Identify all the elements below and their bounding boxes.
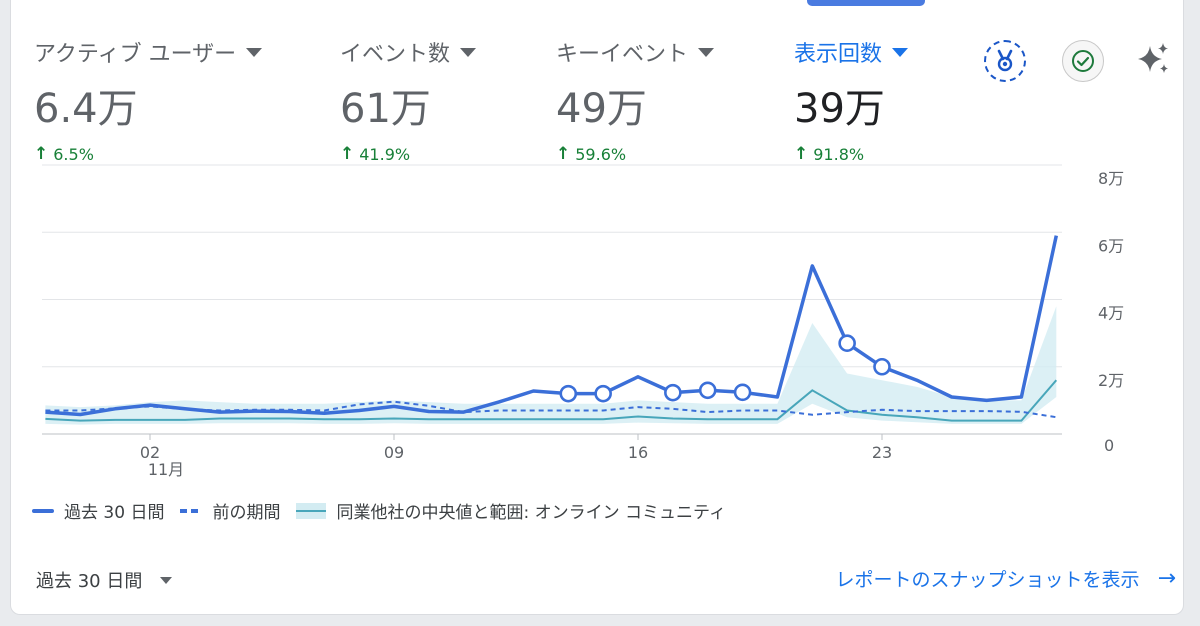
analytics-card <box>10 0 1184 615</box>
anomaly-marker[interactable] <box>664 383 682 402</box>
metric-tab-views[interactable]: 表示回数 39万 ↑ 91.8% <box>794 36 909 164</box>
arrow-up-icon: ↑ <box>34 144 49 164</box>
y-tick-label: 0 <box>1104 436 1114 455</box>
ribbon-badge-icon[interactable] <box>984 40 1026 82</box>
metric-value: 39万 <box>794 86 885 132</box>
metric-value: 6.4万 <box>34 86 138 132</box>
sparkle-icon[interactable] <box>1132 38 1174 80</box>
previous-period-line <box>45 400 1057 419</box>
metric-change: 41.9% <box>359 144 411 164</box>
check-circle-icon[interactable] <box>1062 40 1104 82</box>
x-tick-month-label: 11月 <box>148 460 184 479</box>
metric-change: 91.8% <box>813 144 865 164</box>
benchmark-median-line <box>45 379 1058 422</box>
legend-label: 同業他社の中央値と範囲: オンライン コミュニティ <box>336 503 726 523</box>
metric-tab-event-count[interactable]: イベント数 61万 ↑ 41.9% <box>340 36 477 164</box>
arrow-right-icon: → <box>1157 566 1176 591</box>
snapshot-link-label: レポートのスナップショットを表示 <box>835 569 1140 591</box>
anomaly-marker[interactable] <box>698 381 717 400</box>
x-tick-label: 23 <box>872 443 892 462</box>
legend-item-previous[interactable]: 前の期間 <box>180 498 280 523</box>
arrow-up-icon: ↑ <box>794 144 809 164</box>
dropdown-caret-icon[interactable] <box>698 47 715 57</box>
chart-legend: 過去 30 日間 前の期間 同業他社の中央値と範囲: オンライン コミュニティ <box>32 498 742 523</box>
date-range-label: 過去 30 日間 <box>36 571 143 592</box>
dropdown-caret-icon[interactable] <box>892 47 909 57</box>
metric-label: キーイベント <box>556 42 689 67</box>
metric-label: アクティブ ユーザー <box>34 42 237 67</box>
metric-change: 6.5% <box>53 144 94 164</box>
metric-label: イベント数 <box>340 42 451 67</box>
legend-label: 過去 30 日間 <box>64 503 165 523</box>
x-tick-label: 02 <box>140 443 160 462</box>
anomaly-marker[interactable] <box>733 383 752 402</box>
anomaly-marker[interactable] <box>873 357 891 376</box>
x-tick-label: 09 <box>384 443 404 462</box>
benchmark-range-band <box>45 306 1057 425</box>
metric-label: 表示回数 <box>794 42 883 67</box>
legend-label: 前の期間 <box>212 503 281 523</box>
metric-tab-active-users[interactable]: アクティブ ユーザー 6.4万 ↑ 6.5% <box>34 36 263 164</box>
metric-value: 49万 <box>556 86 647 132</box>
y-tick-label: 8万 <box>1098 169 1124 188</box>
view-report-snapshot-link[interactable]: レポートのスナップショットを表示 → <box>836 565 1176 592</box>
arrow-up-icon: ↑ <box>340 144 355 164</box>
y-tick-label: 6万 <box>1098 236 1124 255</box>
dropdown-caret-icon[interactable] <box>460 47 477 57</box>
y-tick-label: 2万 <box>1098 371 1124 390</box>
dropdown-caret-icon[interactable] <box>246 47 263 57</box>
anomaly-marker[interactable] <box>594 384 612 403</box>
legend-swatch <box>32 508 54 513</box>
anomaly-marker[interactable] <box>838 334 856 353</box>
anomaly-marker[interactable] <box>559 384 578 403</box>
legend-item-benchmark[interactable]: 同業他社の中央値と範囲: オンライン コミュニティ <box>296 498 726 523</box>
arrow-up-icon: ↑ <box>556 144 571 164</box>
x-tick-label: 16 <box>628 443 648 462</box>
legend-swatch <box>296 502 327 519</box>
chevron-down-icon <box>160 576 173 584</box>
legend-item-current[interactable]: 過去 30 日間 <box>32 498 164 523</box>
y-tick-label: 4万 <box>1098 304 1124 323</box>
metric-value: 61万 <box>340 86 431 132</box>
date-range-dropdown[interactable]: 過去 30 日間 <box>36 567 173 593</box>
metric-change: 59.6% <box>575 144 627 164</box>
legend-swatch <box>180 508 203 513</box>
metric-tab-key-events[interactable]: キーイベント 49万 ↑ 59.6% <box>556 36 715 164</box>
selected-metric-indicator <box>807 0 925 6</box>
